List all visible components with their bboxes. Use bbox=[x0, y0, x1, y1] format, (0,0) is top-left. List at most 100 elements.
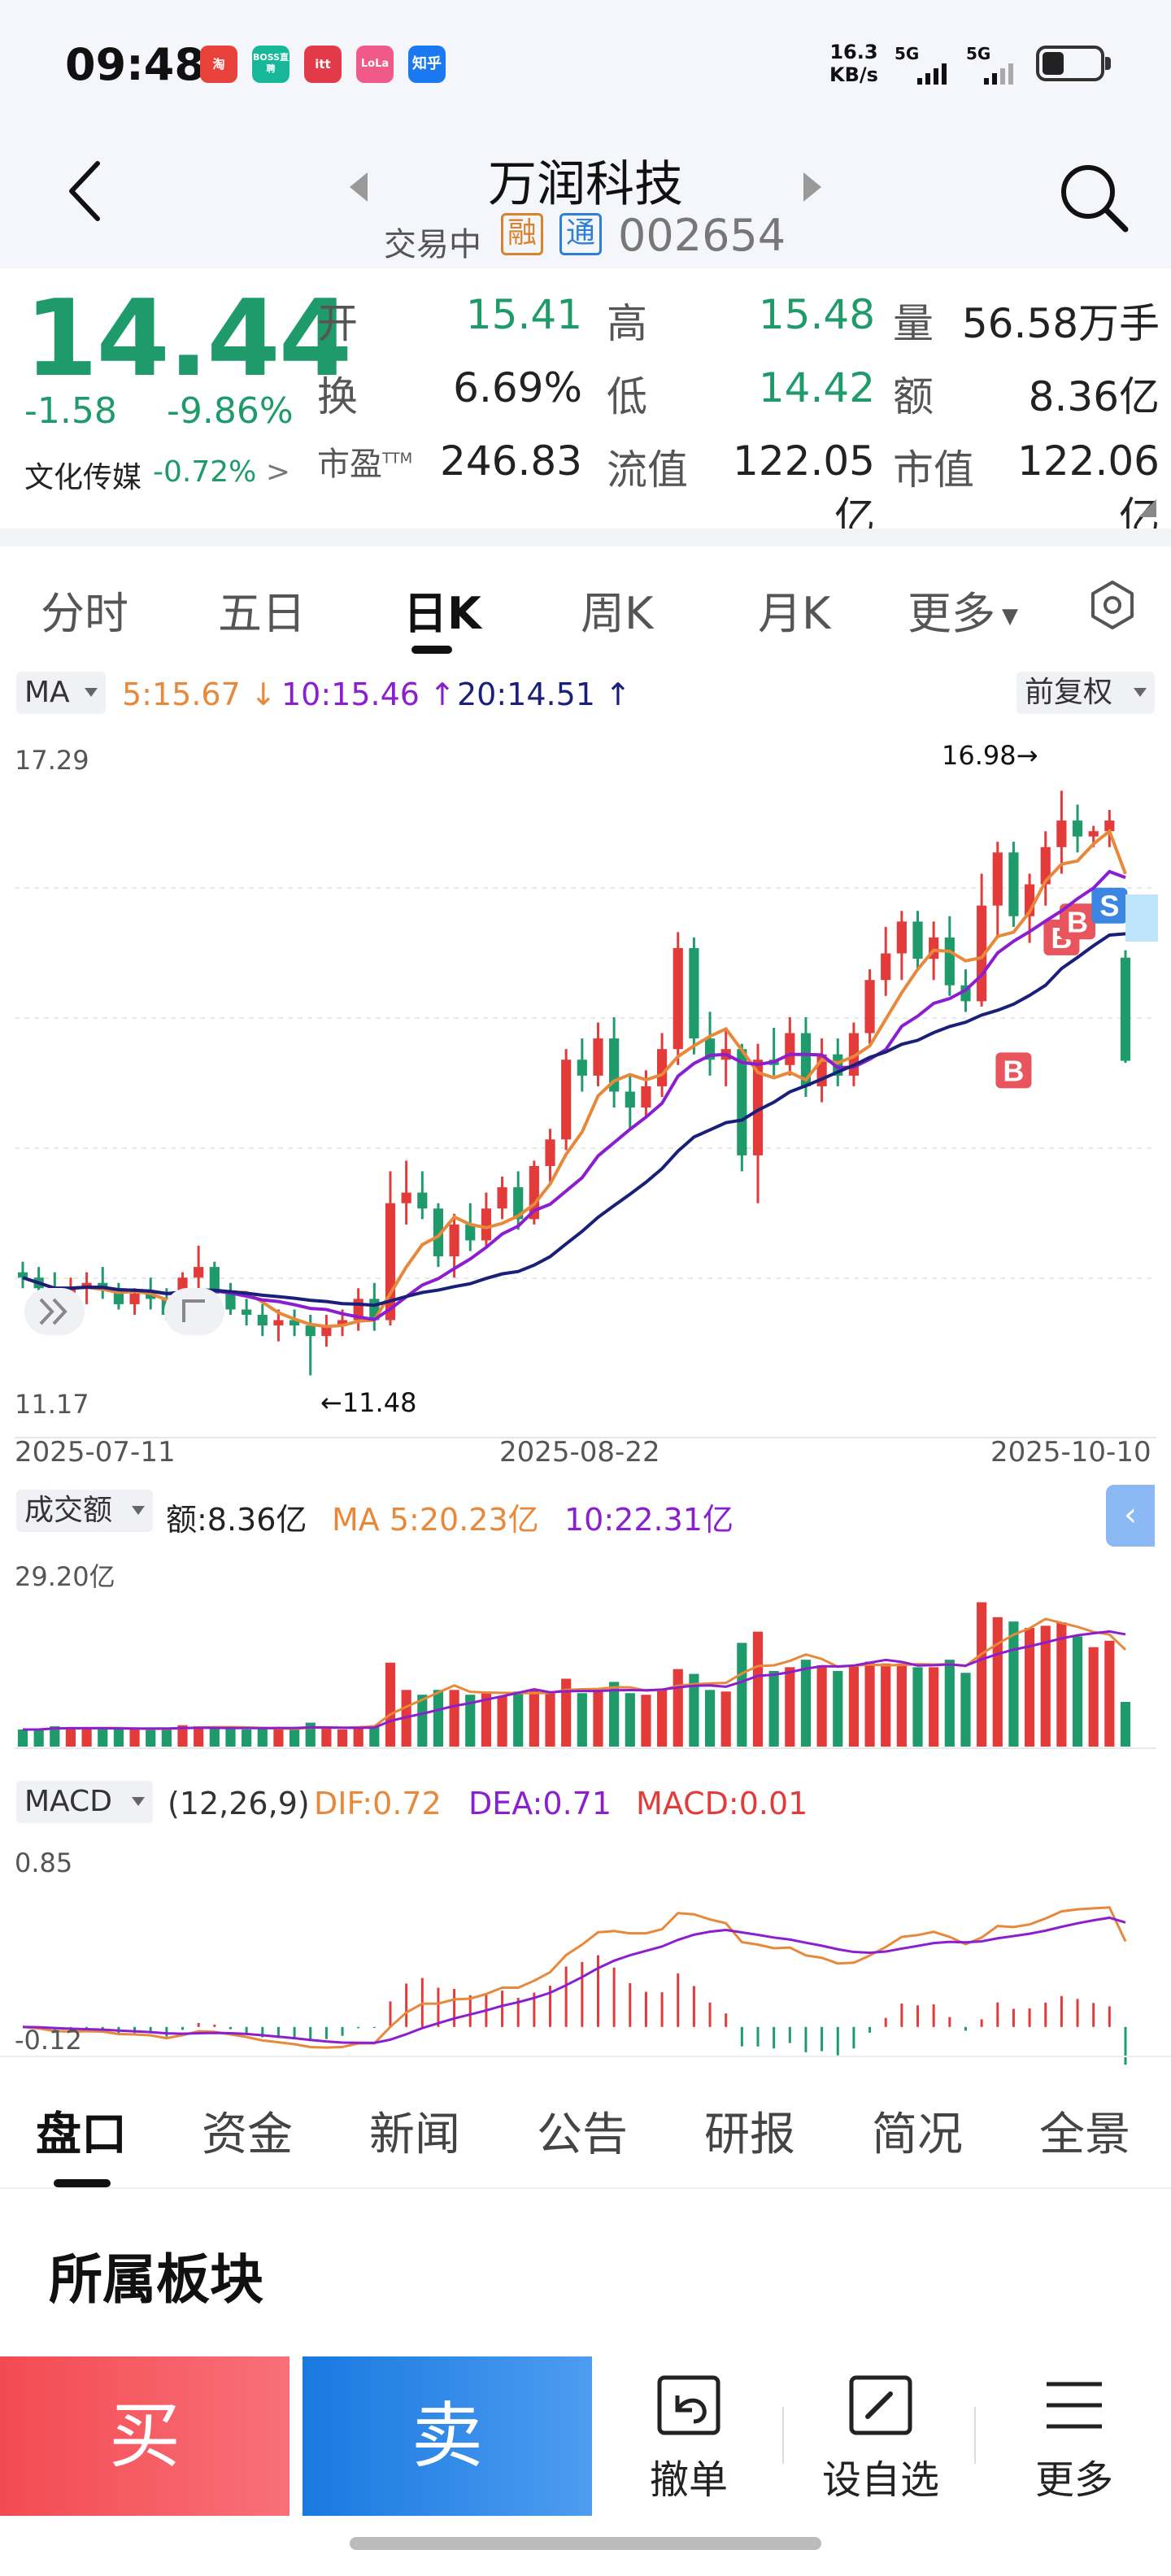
buy-marker: B bbox=[1060, 903, 1096, 940]
volume-bar bbox=[881, 1663, 891, 1747]
back-arrow-icon[interactable] bbox=[65, 159, 104, 224]
volume-amount: 额:8.36亿 bbox=[166, 1502, 307, 1538]
marker-label: B bbox=[1067, 905, 1088, 938]
candle-body bbox=[1120, 957, 1131, 1061]
ma10-value: 10:15.46 ↑ bbox=[281, 677, 455, 712]
volume-bar bbox=[1008, 1621, 1019, 1747]
undo-icon bbox=[657, 2375, 720, 2435]
volume-ma10-line bbox=[23, 1630, 1126, 1731]
volume-bar bbox=[417, 1695, 428, 1747]
volume-bar bbox=[673, 1669, 683, 1747]
section-divider bbox=[0, 529, 1171, 546]
fast-forward-icon[interactable] bbox=[23, 1286, 86, 1337]
candle-body bbox=[561, 1060, 572, 1140]
status-bar bbox=[0, 0, 1171, 130]
candle-body bbox=[497, 1187, 507, 1209]
cancel-order-button[interactable]: 撤单 bbox=[620, 2374, 758, 2504]
tab-intraday[interactable]: 分时 bbox=[41, 588, 128, 639]
tab-announcements[interactable]: 公告 bbox=[537, 2108, 628, 2161]
volume-bar bbox=[737, 1643, 747, 1747]
volume-bar bbox=[257, 1728, 268, 1747]
section-title: 所属板块 bbox=[49, 2248, 263, 2311]
lola-app-icon: LoLa bbox=[356, 46, 394, 83]
volume-bar bbox=[65, 1727, 76, 1747]
chart-settings-icon[interactable] bbox=[1086, 579, 1138, 631]
right-edge-handle[interactable] bbox=[1125, 894, 1158, 942]
tab-overview[interactable]: 全景 bbox=[1039, 2108, 1130, 2161]
candle-body bbox=[1056, 820, 1067, 847]
candle-body bbox=[641, 1086, 651, 1108]
volume-bar bbox=[896, 1663, 907, 1747]
candle-body bbox=[513, 1187, 524, 1220]
tab-daily-k[interactable]: 日K bbox=[403, 588, 481, 639]
tab-news[interactable]: 新闻 bbox=[369, 2108, 460, 2161]
candle-body bbox=[912, 921, 923, 959]
volume-bar bbox=[273, 1728, 284, 1747]
candle-body bbox=[800, 1033, 812, 1086]
tab-research[interactable]: 研报 bbox=[704, 2108, 795, 2161]
chevron-right-icon: > bbox=[265, 455, 290, 489]
draw-tool-icon[interactable] bbox=[163, 1286, 226, 1337]
volume-bar bbox=[768, 1670, 779, 1747]
tab-five-day[interactable]: 五日 bbox=[218, 588, 306, 639]
adjust-selector[interactable]: 前复权 bbox=[1016, 672, 1155, 714]
low-label: 低 bbox=[607, 373, 647, 420]
macd-value: MACD:0.01 bbox=[636, 1786, 808, 1821]
sector-pct[interactable]: -0.72% > bbox=[153, 455, 290, 489]
volume-chart bbox=[15, 1602, 1156, 1749]
quote-panel bbox=[0, 268, 1171, 529]
tab-order-book[interactable]: 盘口 bbox=[36, 2108, 127, 2161]
sector-name[interactable]: 文化传媒 bbox=[24, 461, 142, 494]
candle-body bbox=[242, 1309, 252, 1315]
open-label: 开 bbox=[317, 300, 358, 347]
volume-bar bbox=[481, 1693, 492, 1747]
macd-axis-bottom: -0.12 bbox=[15, 2025, 82, 2056]
dea-line bbox=[22, 1916, 1126, 2044]
volume-bar bbox=[209, 1727, 220, 1747]
volume-axis-top: 29.20亿 bbox=[15, 1561, 115, 1592]
candle-body bbox=[417, 1192, 428, 1209]
price-axis-top: 17.29 bbox=[15, 745, 89, 776]
marker-label: B bbox=[1003, 1054, 1024, 1087]
candlestick-chart[interactable]: BBBS bbox=[0, 724, 1171, 1456]
add-watchlist-button[interactable]: 设自选 bbox=[812, 2374, 950, 2504]
candle-body bbox=[1088, 831, 1099, 837]
volume-value: 56.58万手 bbox=[961, 300, 1160, 347]
volume-bar bbox=[497, 1696, 507, 1747]
candle-body bbox=[289, 1320, 300, 1326]
macd-dif: DIF:0.72 bbox=[314, 1786, 442, 1821]
more-button[interactable]: 更多 bbox=[1005, 2374, 1143, 2504]
volume-selector[interactable]: 成交额 bbox=[16, 1490, 153, 1532]
edit-icon bbox=[849, 2375, 912, 2435]
candle-body bbox=[194, 1267, 204, 1278]
sell-button[interactable]: 卖 bbox=[303, 2356, 592, 2516]
volume-bar bbox=[161, 1728, 172, 1747]
candle-body bbox=[146, 1293, 156, 1299]
tab-monthly-k[interactable]: 月K bbox=[758, 588, 831, 639]
tab-weekly-k[interactable]: 周K bbox=[581, 588, 654, 639]
volume-bar bbox=[960, 1673, 971, 1747]
ma-selector[interactable]: MA bbox=[16, 672, 106, 714]
volume-bar bbox=[561, 1678, 572, 1747]
price-axis-bottom: 11.17 bbox=[15, 1389, 89, 1420]
next-stock-arrow-icon[interactable] bbox=[803, 172, 821, 202]
expand-corner-icon[interactable] bbox=[1138, 499, 1156, 517]
buy-button[interactable]: 买 bbox=[0, 2356, 289, 2516]
candle-body bbox=[1040, 846, 1051, 885]
prev-stock-arrow-icon[interactable] bbox=[350, 172, 368, 202]
volume-bar bbox=[689, 1673, 699, 1747]
info-tab-underline bbox=[54, 2179, 111, 2187]
signal-bars-2-icon bbox=[984, 60, 1013, 85]
tab-funds[interactable]: 资金 bbox=[202, 2108, 293, 2161]
volume-bar bbox=[545, 1693, 555, 1747]
volume-ma10: 10:22.31亿 bbox=[564, 1502, 734, 1538]
tab-more[interactable]: 更多 ▼ bbox=[908, 588, 1018, 639]
collapse-panel-icon[interactable]: ‹ bbox=[1106, 1485, 1155, 1547]
search-icon[interactable] bbox=[1057, 161, 1130, 234]
candle-body bbox=[257, 1314, 268, 1326]
volume-ma5-line bbox=[23, 1617, 1127, 1731]
volume-bar bbox=[433, 1690, 444, 1747]
volume-bar bbox=[289, 1729, 300, 1747]
macd-selector[interactable]: MACD bbox=[16, 1781, 153, 1823]
tab-profile[interactable]: 简况 bbox=[872, 2108, 963, 2161]
